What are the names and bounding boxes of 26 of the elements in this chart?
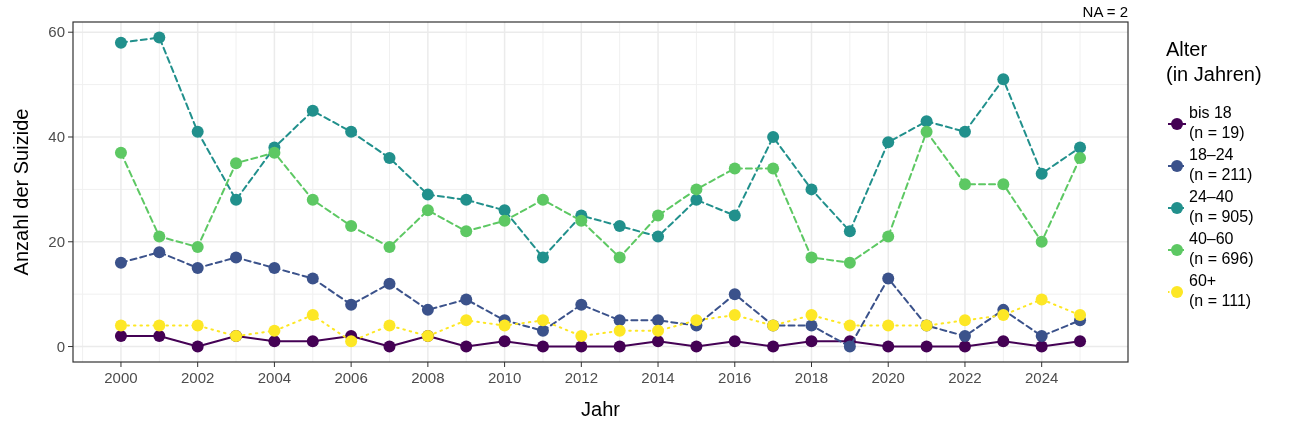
- legend-label: 18–24 (n = 211): [1189, 146, 1253, 183]
- x-tick-label: 2000: [104, 369, 138, 386]
- x-tick-label: 2018: [794, 369, 829, 386]
- x-tick-label: 2020: [871, 369, 905, 386]
- legend-label: 40–60 (n = 696): [1189, 230, 1254, 267]
- x-tick-label: 2016: [718, 369, 752, 386]
- y-tick-label: 60: [48, 23, 65, 41]
- x-tick-label: 2010: [487, 369, 522, 386]
- x-tick-label: 2004: [257, 369, 292, 386]
- legend-label: 60+ (n = 111): [1189, 272, 1252, 309]
- x-tick-label: 2022: [948, 369, 982, 386]
- text: NA = 2: [1082, 3, 1128, 20]
- y-tick-label: 40: [48, 127, 65, 145]
- y-tick-label: 0: [56, 337, 65, 355]
- x-tick-label: 2014: [641, 369, 675, 386]
- x-tick-label: 2008: [411, 369, 445, 386]
- x-tick-label: 2012: [564, 369, 599, 386]
- x-axis-title: Jahr: [581, 398, 621, 420]
- x-tick-label: 2002: [180, 369, 215, 386]
- legend-title: Alter (in Jahren): [1166, 38, 1262, 85]
- legend-label: 24–40 (n = 905): [1189, 188, 1254, 225]
- legend-label: bis 18 (n = 19): [1189, 104, 1245, 141]
- y-axis-title: Anzahl der Suizide: [10, 108, 32, 276]
- x-tick-label: 2006: [334, 369, 368, 386]
- x-tick-label: 2024: [1024, 369, 1059, 386]
- y-tick-label: 20: [48, 232, 65, 250]
